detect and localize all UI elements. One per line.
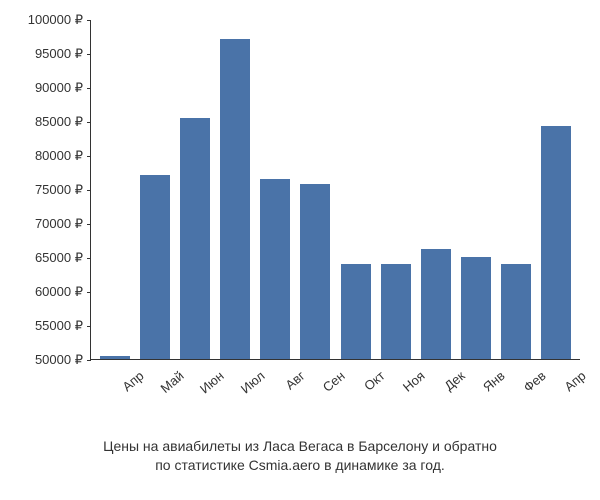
price-chart: 50000 ₽55000 ₽60000 ₽65000 ₽70000 ₽75000… xyxy=(90,20,580,400)
y-tick-label: 90000 ₽ xyxy=(35,80,83,96)
x-axis-labels: АпрМайИюнИюлАвгСенОктНояДекЯнвФевАпр xyxy=(90,364,580,379)
bar xyxy=(140,175,170,359)
x-tick-label: Июл xyxy=(235,368,268,399)
x-tick-label: Май xyxy=(154,368,187,399)
y-tick-label: 100000 ₽ xyxy=(28,12,83,28)
x-tick-label: Янв xyxy=(476,368,509,399)
bars-group xyxy=(91,20,580,359)
y-tick-label: 50000 ₽ xyxy=(35,352,83,368)
bar xyxy=(421,249,451,359)
y-tick-label: 55000 ₽ xyxy=(35,318,83,334)
bar xyxy=(220,39,250,359)
bar xyxy=(341,264,371,359)
bar xyxy=(461,257,491,359)
y-tick-label: 85000 ₽ xyxy=(35,114,83,130)
x-tick-label: Авг xyxy=(275,368,308,399)
x-tick-label: Сен xyxy=(315,368,348,399)
x-tick-label: Апр xyxy=(114,368,147,399)
y-tick-label: 70000 ₽ xyxy=(35,216,83,232)
x-tick-label: Дек xyxy=(435,368,468,399)
x-tick-label: Апр xyxy=(556,368,589,399)
bar xyxy=(100,356,130,359)
x-tick-label: Июн xyxy=(194,368,227,399)
y-tick-label: 75000 ₽ xyxy=(35,182,83,198)
plot-area: 50000 ₽55000 ₽60000 ₽65000 ₽70000 ₽75000… xyxy=(90,20,580,360)
caption-line-2: по статистике Csmia.aero в динамике за г… xyxy=(155,457,445,473)
bar xyxy=(501,264,531,359)
chart-caption: Цены на авиабилеты из Ласа Вегаса в Барс… xyxy=(0,437,600,476)
x-tick-label: Фев xyxy=(516,368,549,399)
x-tick-label: Ноя xyxy=(395,368,428,399)
bar xyxy=(541,126,571,359)
y-tick-label: 95000 ₽ xyxy=(35,46,83,62)
bar xyxy=(260,179,290,359)
caption-line-1: Цены на авиабилеты из Ласа Вегаса в Барс… xyxy=(103,438,497,454)
bar xyxy=(180,118,210,359)
x-tick-label: Окт xyxy=(355,368,388,399)
y-tick-mark xyxy=(87,360,91,361)
y-tick-label: 60000 ₽ xyxy=(35,284,83,300)
bar xyxy=(381,264,411,359)
bar xyxy=(300,184,330,359)
y-tick-label: 80000 ₽ xyxy=(35,148,83,164)
y-tick-label: 65000 ₽ xyxy=(35,250,83,266)
